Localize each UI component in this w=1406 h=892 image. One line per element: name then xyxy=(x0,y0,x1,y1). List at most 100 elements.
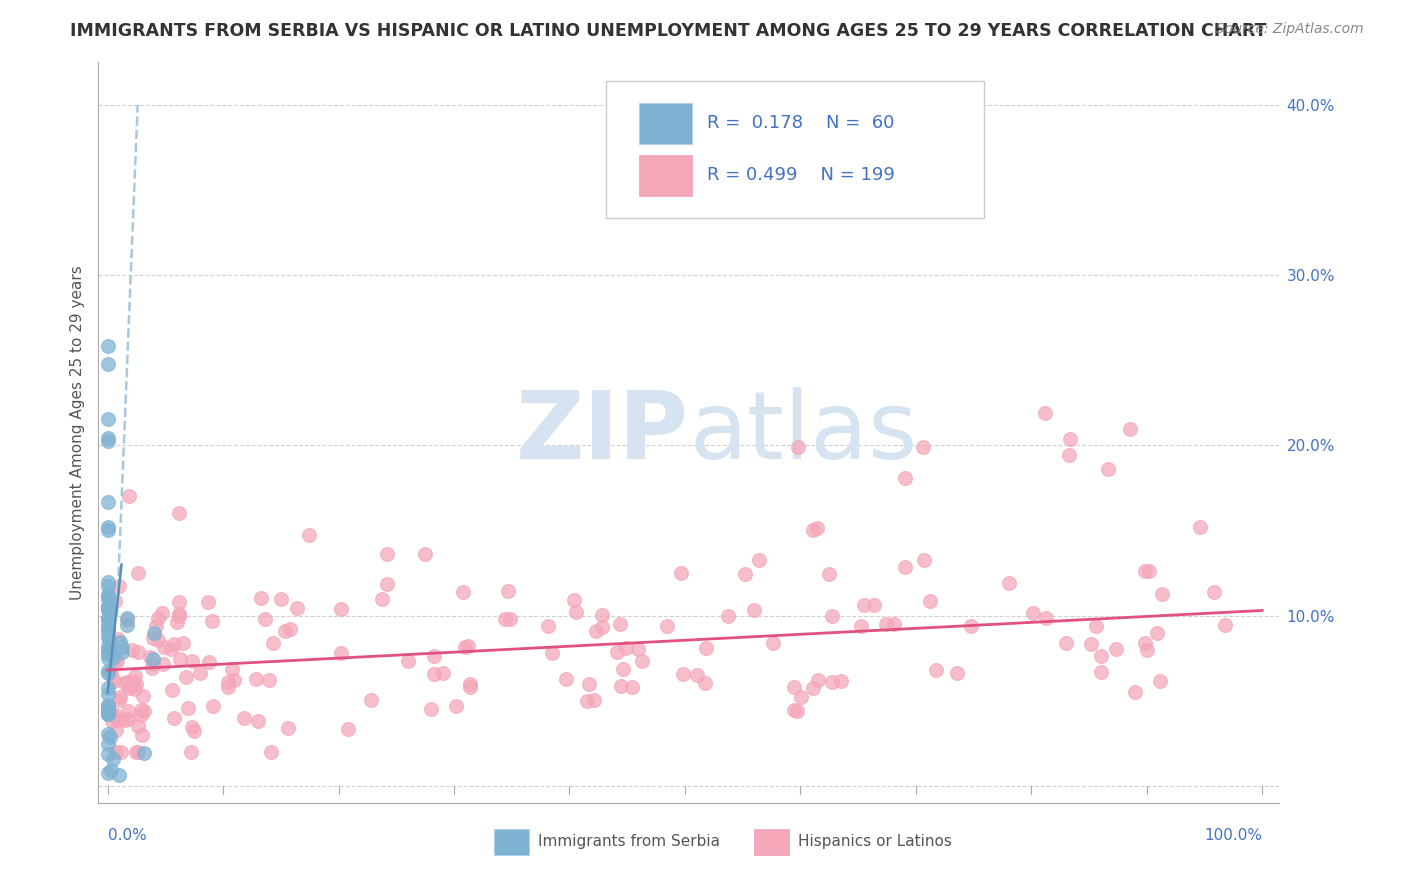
Point xyxy=(97,600,120,615)
Point xyxy=(101,714,124,728)
Point xyxy=(104,745,127,759)
Point xyxy=(1033,405,1056,419)
Point xyxy=(375,576,398,591)
Point xyxy=(104,594,127,608)
Point xyxy=(801,523,824,537)
Point xyxy=(107,632,129,646)
Point xyxy=(98,706,121,720)
Point xyxy=(620,681,643,695)
Point xyxy=(371,592,394,607)
Point xyxy=(1150,587,1173,601)
Point xyxy=(1059,432,1081,446)
Point xyxy=(254,612,277,626)
Point xyxy=(145,619,167,633)
Point xyxy=(330,646,353,660)
Point xyxy=(98,597,121,611)
Point xyxy=(460,680,482,694)
Point xyxy=(129,708,152,723)
Point xyxy=(360,692,382,706)
Point xyxy=(97,611,120,625)
Point xyxy=(117,681,139,695)
Point xyxy=(127,719,149,733)
Point xyxy=(685,667,707,681)
Point xyxy=(1080,637,1102,651)
Point xyxy=(221,662,243,676)
Point xyxy=(97,575,120,590)
Point xyxy=(111,640,134,654)
Point xyxy=(97,520,120,534)
Point xyxy=(97,647,120,661)
Point xyxy=(121,642,143,657)
Point xyxy=(97,624,120,639)
Point xyxy=(734,566,756,581)
Point xyxy=(1135,636,1157,650)
Point xyxy=(1084,619,1107,633)
Point xyxy=(97,624,120,638)
Point xyxy=(107,713,129,727)
Point xyxy=(97,495,120,509)
Point xyxy=(1146,626,1168,640)
Point xyxy=(578,677,600,691)
Y-axis label: Unemployment Among Ages 25 to 29 years: Unemployment Among Ages 25 to 29 years xyxy=(69,265,84,600)
Point xyxy=(1022,606,1045,620)
Text: 0.0%: 0.0% xyxy=(108,829,146,843)
Point xyxy=(159,641,181,656)
Point xyxy=(946,665,969,680)
Point xyxy=(97,707,120,722)
Point xyxy=(591,608,613,623)
Point xyxy=(97,600,120,615)
Point xyxy=(97,339,120,353)
Point xyxy=(117,490,139,504)
Point xyxy=(142,625,165,640)
Point xyxy=(167,607,190,621)
Point xyxy=(245,672,267,686)
Point xyxy=(375,547,398,561)
Point xyxy=(1133,564,1156,578)
Point xyxy=(97,688,120,702)
Point xyxy=(444,699,467,714)
Point xyxy=(150,606,173,620)
Point xyxy=(110,690,132,704)
Point xyxy=(276,721,298,735)
Point xyxy=(97,621,120,635)
Point xyxy=(108,768,131,782)
Point xyxy=(783,703,806,717)
Point xyxy=(1149,673,1171,688)
Point xyxy=(100,665,122,679)
Point xyxy=(104,708,127,723)
Point xyxy=(97,603,120,617)
Point xyxy=(612,662,634,676)
Bar xyxy=(754,829,789,855)
Point xyxy=(97,766,120,780)
FancyBboxPatch shape xyxy=(606,81,984,218)
Point xyxy=(413,547,436,561)
Point xyxy=(801,681,824,695)
Point xyxy=(114,713,136,727)
Point xyxy=(1137,565,1160,579)
Point xyxy=(97,611,120,625)
Point xyxy=(97,357,120,371)
Point xyxy=(606,645,628,659)
Point xyxy=(562,593,585,607)
Point xyxy=(202,698,225,713)
Point xyxy=(97,737,120,751)
Point xyxy=(669,566,692,581)
Point xyxy=(201,614,224,628)
Point xyxy=(141,661,163,675)
Point xyxy=(131,729,153,743)
Point xyxy=(177,701,200,715)
Point xyxy=(100,763,122,777)
Point xyxy=(97,434,120,448)
Point xyxy=(454,640,477,654)
Point xyxy=(97,642,120,657)
Point xyxy=(747,553,769,567)
Point xyxy=(97,701,120,715)
Point xyxy=(565,606,588,620)
Point xyxy=(830,674,852,689)
Point xyxy=(783,680,806,694)
Point xyxy=(101,650,124,665)
Point xyxy=(152,640,174,654)
Text: R = 0.499    N = 199: R = 0.499 N = 199 xyxy=(707,166,894,184)
Point xyxy=(672,667,695,681)
Point xyxy=(98,632,121,647)
